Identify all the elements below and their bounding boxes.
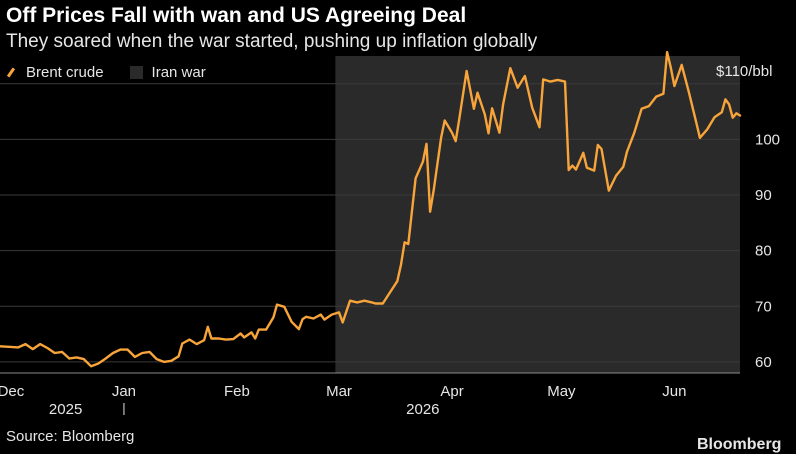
y-tick-label: 70 bbox=[755, 298, 772, 315]
y-tick-label: 60 bbox=[755, 354, 772, 371]
legend-item-brent: Brent crude bbox=[6, 64, 104, 81]
x-tick-label: Dec bbox=[0, 383, 25, 400]
y-tick-label: 90 bbox=[755, 187, 772, 204]
x-tick-label: Jan bbox=[112, 383, 136, 400]
y-tick-label: 80 bbox=[755, 243, 772, 260]
iran-war-shaded-region bbox=[335, 56, 740, 373]
y-tick-label: $110/bbl bbox=[716, 63, 772, 80]
x-tick-label: Mar bbox=[326, 383, 352, 400]
x-year-label: 2025 bbox=[49, 401, 82, 418]
legend-label-iran-war: Iran war bbox=[151, 64, 206, 81]
x-tick-label: Jun bbox=[662, 383, 686, 400]
chart-subtitle: They soared when the war started, pushin… bbox=[6, 31, 538, 52]
x-tick-label: May bbox=[547, 383, 576, 400]
x-year-label: 2026 bbox=[406, 401, 439, 418]
chart-title: Off Prices Fall with wan and US Agreeing… bbox=[6, 4, 467, 27]
legend-label-brent: Brent crude bbox=[26, 64, 104, 81]
bloomberg-logo: Bloomberg bbox=[697, 436, 782, 453]
legend-item-iran-war: Iran war bbox=[129, 64, 206, 81]
x-tick-label: Apr bbox=[440, 383, 463, 400]
y-tick-label: 100 bbox=[755, 131, 780, 148]
source-note: Source: Bloomberg bbox=[6, 428, 135, 445]
x-tick-label: Feb bbox=[224, 383, 250, 400]
series-line-brent bbox=[0, 50, 742, 368]
legend: Brent crude Iran war bbox=[6, 64, 232, 81]
legend-shade-swatch bbox=[129, 66, 143, 79]
